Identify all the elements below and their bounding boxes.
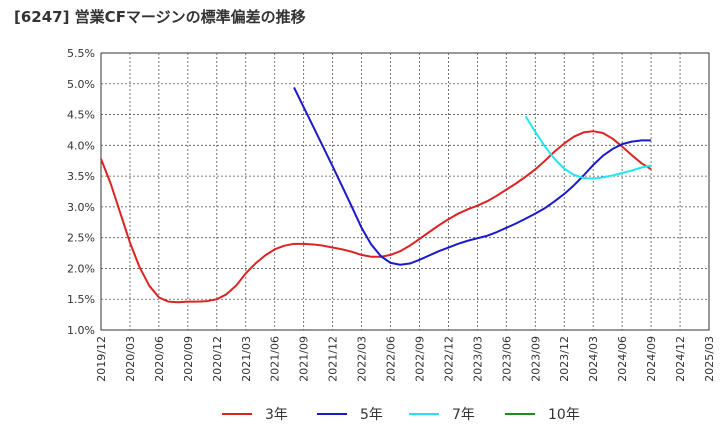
series-line [524,115,652,180]
x-tick-label: 2022/09 [413,336,426,382]
x-tick-label: 2022/06 [385,336,398,382]
x-tick-label: 2020/12 [211,336,224,382]
y-tick-label: 5.0% [67,78,95,91]
x-tick-label: 2021/06 [269,336,282,382]
y-tick-label: 3.5% [67,170,95,183]
x-tick-label: 2019/12 [95,336,108,382]
x-tick-label: 2024/03 [587,336,600,382]
legend-label: 3年 [265,407,288,423]
x-tick-label: 2022/12 [442,336,455,382]
x-tick-label: 2020/06 [153,336,166,382]
legend-label: 5年 [360,407,383,423]
y-tick-label: 5.5% [67,47,95,60]
series-lines [100,87,652,304]
x-tick-label: 2024/06 [616,336,629,382]
x-tick-label: 2021/12 [327,336,340,382]
y-tick-label: 1.5% [67,293,95,306]
x-tick-label: 2025/03 [703,336,716,382]
y-tick-label: 4.0% [67,139,95,152]
axis-tick-labels: 1.0% 1.5% 2.0% 2.5% 3.0% 3.5% 4.0% 4.5% 5.0% 5.5%… [67,47,716,382]
x-tick-label: 2022/03 [356,336,369,382]
x-tick-label: 2021/09 [298,336,311,382]
x-tick-label: 2020/03 [124,336,137,382]
plot-area [100,52,710,331]
x-tick-label: 2023/03 [471,336,484,382]
x-tick-label: 2021/03 [240,336,253,382]
legend-label: 10年 [548,407,580,423]
series-line [293,87,652,266]
y-tick-label: 3.0% [67,201,95,214]
y-tick-label: 2.5% [67,232,95,245]
y-tick-label: 1.0% [67,324,95,337]
x-tick-label: 2024/09 [645,336,658,382]
chart-title: [6247] 営業CFマージンの標準偏差の推移 [14,8,306,26]
x-tick-label: 2020/09 [182,336,195,382]
y-tick-label: 4.5% [67,109,95,122]
legend-label: 7年 [452,407,475,423]
x-tick-label: 2023/09 [529,336,542,382]
x-tick-label: 2024/12 [674,336,687,382]
x-tick-label: 2023/06 [500,336,513,382]
y-tick-label: 2.0% [67,262,95,275]
x-tick-label: 2023/12 [558,336,571,382]
legend: 3年 5年 7年 10年 [222,407,580,423]
grid-lines [101,53,709,330]
series-line [100,130,652,304]
